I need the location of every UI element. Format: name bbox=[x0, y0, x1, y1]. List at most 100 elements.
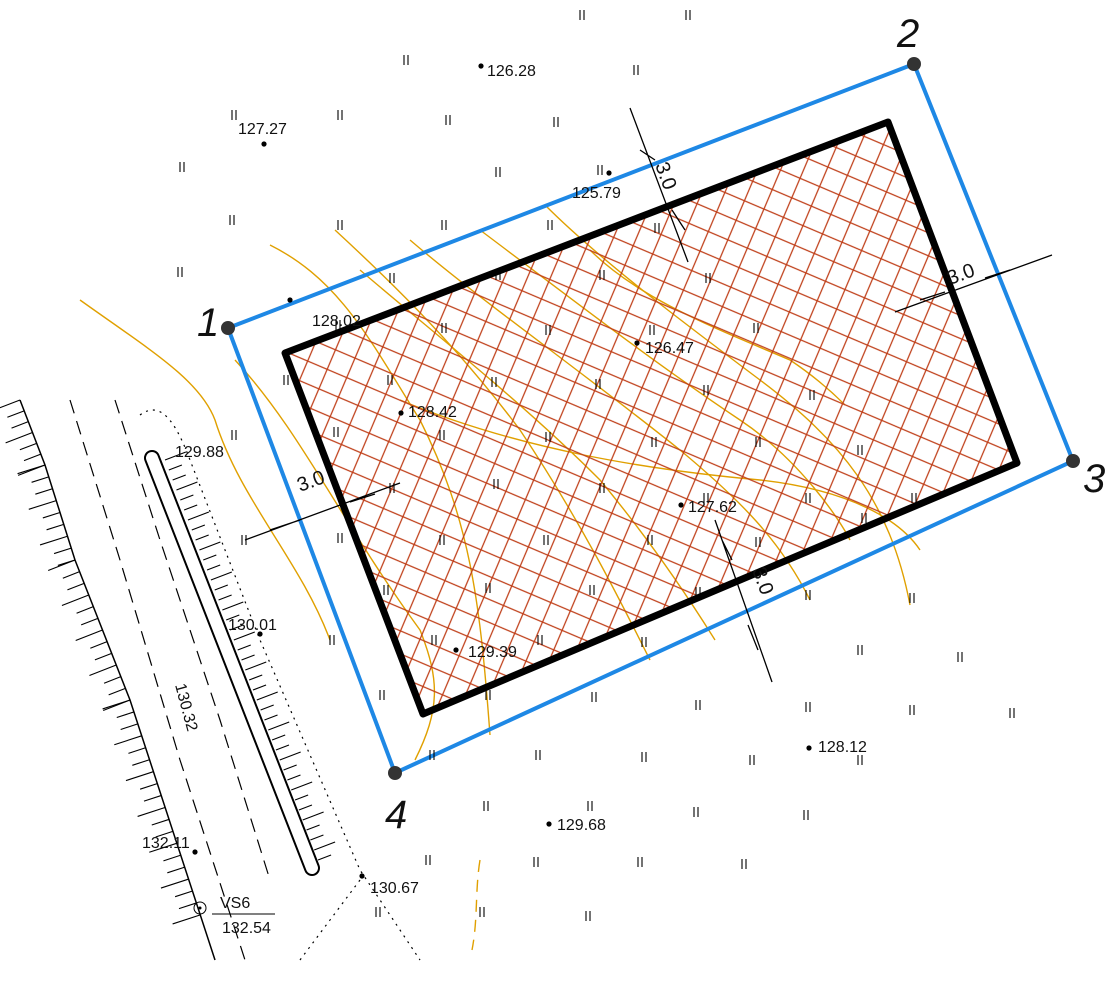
slope-tick bbox=[310, 834, 324, 841]
slope-tick bbox=[287, 774, 301, 781]
slope-tick bbox=[75, 629, 103, 642]
slope-tick bbox=[164, 451, 187, 461]
slope-tick bbox=[0, 399, 21, 409]
dimension-label: 3.0 bbox=[650, 159, 680, 193]
spot-height: 130.32 bbox=[171, 682, 200, 734]
slope-tick bbox=[222, 601, 244, 611]
slope-tick bbox=[46, 523, 64, 531]
slope-tick bbox=[116, 711, 135, 719]
slope-tick bbox=[241, 654, 255, 661]
slope-tick bbox=[229, 624, 244, 631]
corner-label: 1 bbox=[197, 301, 219, 345]
spot-height: 126.28 bbox=[487, 63, 536, 80]
slope-tick bbox=[137, 806, 166, 817]
slope-tick bbox=[187, 511, 210, 521]
spot-height: 129.68 bbox=[557, 817, 606, 834]
hatched-area bbox=[285, 122, 1017, 714]
spot-height: 126.47 bbox=[645, 340, 694, 357]
dimension-label: 3.0 bbox=[294, 467, 328, 497]
slope-tick bbox=[139, 783, 158, 790]
grass-symbols bbox=[177, 10, 1015, 921]
slope-tick bbox=[90, 641, 108, 649]
spot-height: 128.42 bbox=[408, 404, 457, 421]
spot-height: 127.27 bbox=[238, 121, 287, 138]
corner-label: 2 bbox=[896, 12, 919, 56]
spot-dot bbox=[478, 63, 484, 69]
slope-tick bbox=[268, 721, 290, 731]
slope-tick bbox=[302, 811, 324, 821]
slope-tick bbox=[155, 830, 173, 838]
slope-tick bbox=[206, 564, 221, 571]
slope-tick bbox=[120, 723, 138, 730]
slope-tick bbox=[143, 795, 162, 802]
spot-dot bbox=[453, 647, 459, 653]
spot-dot bbox=[287, 297, 293, 303]
spot-dot bbox=[606, 170, 612, 176]
dimension-lines bbox=[244, 107, 1053, 683]
slope-tick bbox=[214, 584, 228, 591]
slope-tick bbox=[31, 476, 49, 483]
slope-tick bbox=[80, 617, 99, 626]
slope-tick bbox=[7, 410, 25, 418]
spot-dot bbox=[806, 745, 812, 751]
slope-tick bbox=[195, 534, 209, 541]
slope-tick bbox=[260, 704, 274, 711]
slope-tick bbox=[180, 494, 194, 501]
slope-tick bbox=[89, 664, 117, 677]
slope-tick bbox=[183, 504, 198, 511]
spot-dot bbox=[359, 873, 365, 879]
spot-dot bbox=[678, 502, 684, 508]
slope-tick bbox=[264, 714, 278, 721]
slope-tick bbox=[151, 818, 170, 826]
slope-tick bbox=[233, 631, 255, 641]
slope-tick bbox=[167, 866, 185, 874]
slope-tick bbox=[53, 547, 72, 555]
slope-tick bbox=[103, 676, 122, 684]
slope-tick bbox=[108, 687, 126, 696]
slope-tick bbox=[47, 559, 76, 572]
slope-tick bbox=[5, 431, 33, 444]
spot-dot bbox=[398, 410, 404, 416]
slope-tick bbox=[252, 684, 267, 691]
slope-tick bbox=[203, 554, 217, 561]
spot-dot bbox=[192, 849, 198, 855]
spot-dot bbox=[546, 821, 552, 827]
slope-tick bbox=[291, 781, 313, 791]
slope-tick bbox=[163, 854, 181, 862]
slope-tick bbox=[256, 691, 278, 701]
slope-tick bbox=[28, 500, 57, 510]
slope-tick bbox=[199, 541, 221, 551]
spot-dot bbox=[261, 141, 267, 147]
spot-dots bbox=[192, 63, 812, 879]
slope-tick bbox=[125, 771, 154, 782]
slope-tick bbox=[35, 488, 53, 495]
slope-tick bbox=[62, 571, 80, 579]
spot-height: 129.39 bbox=[468, 644, 517, 661]
well: VS6 132.54 bbox=[193, 895, 275, 937]
slope-tick bbox=[237, 644, 251, 651]
well-name: VS6 bbox=[220, 895, 250, 912]
spot-height: 130.01 bbox=[228, 617, 277, 634]
slope-tick bbox=[317, 854, 332, 861]
dimension-label: 3.0 bbox=[944, 260, 978, 290]
slope-tick bbox=[248, 674, 263, 681]
slope-tick bbox=[218, 594, 232, 601]
spot-height: 130.67 bbox=[370, 880, 419, 897]
slope-tick bbox=[279, 751, 301, 761]
slope-tick bbox=[245, 661, 267, 671]
slope-tick bbox=[76, 606, 94, 614]
slope-tick bbox=[149, 842, 177, 853]
spot-height: 127.62 bbox=[688, 499, 737, 516]
slope-tick bbox=[306, 824, 320, 831]
corner-points bbox=[221, 57, 1080, 780]
terrain-lines bbox=[19, 399, 421, 961]
slope-tick bbox=[275, 744, 290, 751]
slope-tick bbox=[271, 734, 286, 741]
slope-tick bbox=[283, 764, 297, 771]
slope-tick bbox=[294, 794, 309, 801]
spot-height: 128.12 bbox=[818, 739, 867, 756]
slope-tick bbox=[94, 652, 112, 661]
spot-height: 129.88 bbox=[175, 444, 224, 461]
spot-dot bbox=[257, 631, 263, 637]
